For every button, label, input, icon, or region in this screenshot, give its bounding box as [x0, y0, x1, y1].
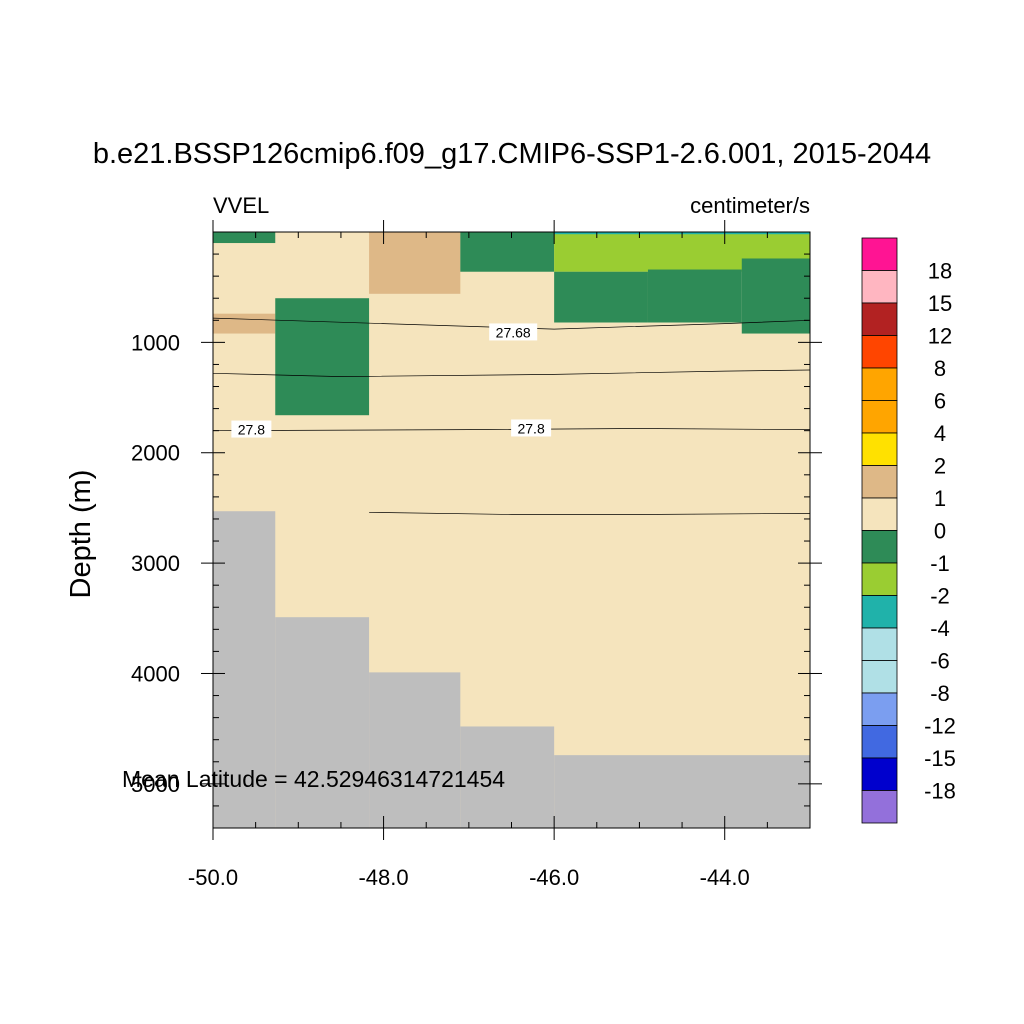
colorbar-swatch-1: [861, 270, 898, 304]
colorbar-swatch-8: [861, 497, 898, 531]
y-axis: 1000 2000 3000 4000 5000: [131, 253, 822, 807]
velocity-cell-0: [213, 232, 276, 244]
contour-line-1: [212, 369, 811, 377]
y-tick-label: 2000: [131, 441, 180, 466]
y-tick-label: 5000: [131, 772, 180, 797]
colorbar-swatch-5: [861, 400, 898, 434]
contour-line-0: [212, 317, 811, 330]
y-tick-label: 1000: [131, 330, 180, 355]
colorbar-label-3: 8: [934, 356, 946, 381]
velocity-cells: [213, 232, 810, 416]
x-tick-label: -44.0: [700, 865, 750, 890]
velocity-cell-7: [213, 313, 276, 334]
colorbar-label-0: 18: [928, 259, 952, 284]
colorbar: 18 15 12 8 6 4 2 1 0 -1 -2 -4 -6 -8 -12 -15 -18: [861, 237, 956, 824]
colorbar-label-10: -2: [930, 584, 950, 609]
x-tick-label: -46.0: [529, 865, 579, 890]
colorbar-swatch-15: [861, 725, 898, 759]
velocity-cell-8: [275, 298, 370, 416]
contour-label-2: 27.8: [238, 422, 265, 438]
x-axis: -50.0 -48.0 -46.0 -44.0: [188, 220, 811, 890]
colorbar-label-16: -18: [924, 779, 956, 804]
colorbar-swatch-2: [861, 302, 898, 336]
plot-area: 27.68 27.8 27.8: [212, 231, 811, 829]
x-tick-label: -48.0: [358, 865, 408, 890]
colorbar-swatch-13: [861, 660, 898, 694]
colorbar-label-2: 12: [928, 324, 952, 349]
contour-label-box-2: [231, 420, 272, 438]
colorbar-label-14: -12: [924, 714, 956, 739]
colorbar-swatch-14: [861, 692, 898, 726]
colorbar-swatch-3: [861, 335, 898, 369]
velocity-cell-2: [460, 232, 555, 272]
contour-label-0: 27.68: [496, 324, 531, 340]
seafloor-block-2: [369, 672, 461, 828]
colorbar-label-7: 1: [934, 486, 946, 511]
colorbar-swatch-7: [861, 465, 898, 499]
y-axis-label: Depth (m): [65, 470, 97, 599]
colorbar-label-5: 4: [934, 421, 946, 446]
colorbar-swatch-6: [861, 432, 898, 466]
colorbar-swatch-16: [861, 757, 898, 791]
contour-label-box-0: [489, 323, 538, 341]
variable-label: VVEL: [213, 193, 269, 218]
x-tick-label: -50.0: [188, 865, 238, 890]
colorbar-label-12: -6: [930, 649, 950, 674]
mean-latitude-annotation: Mean Latitude = 42.52946314721454: [122, 766, 505, 792]
contour-label-3: 27.8: [517, 420, 544, 436]
colorbar-swatch-10: [861, 562, 898, 596]
colorbar-label-4: 6: [934, 389, 946, 414]
seafloor-block-0: [213, 511, 276, 828]
colorbar-label-1: 15: [928, 291, 952, 316]
chart-title: b.e21.BSSP126cmip6.f09_g17.CMIP6-SSP1-2.…: [93, 138, 931, 170]
colorbar-label-8: 0: [934, 519, 946, 544]
contour-line-4: [369, 511, 811, 515]
colorbar-swatch-9: [861, 530, 898, 564]
y-tick-label: 4000: [131, 661, 180, 686]
velocity-cell-4: [554, 271, 648, 323]
colorbar-swatch-4: [861, 367, 898, 401]
velocity-cell-5: [647, 269, 742, 323]
colorbar-swatch-0: [861, 237, 898, 271]
colorbar-label-15: -15: [924, 746, 956, 771]
colorbar-label-9: -1: [930, 551, 950, 576]
y-tick-label: 3000: [131, 551, 180, 576]
seafloor-block-4: [554, 755, 810, 828]
velocity-cell-1: [369, 232, 461, 294]
colorbar-swatch-12: [861, 627, 898, 661]
colorbar-label-13: -8: [930, 681, 950, 706]
colorbar-swatch-11: [861, 595, 898, 629]
colorbar-label-11: -4: [930, 616, 950, 641]
colorbar-swatch-17: [861, 790, 898, 824]
bathymetry: [213, 511, 810, 828]
colorbar-label-6: 2: [934, 454, 946, 479]
density-contours: 27.68 27.8 27.8: [212, 317, 811, 515]
seafloor-block-3: [460, 726, 555, 828]
contour-label-box-3: [511, 419, 552, 437]
seafloor-block-1: [275, 617, 370, 828]
contour-line-2: [212, 428, 811, 432]
units-label: centimeter/s: [690, 193, 810, 218]
